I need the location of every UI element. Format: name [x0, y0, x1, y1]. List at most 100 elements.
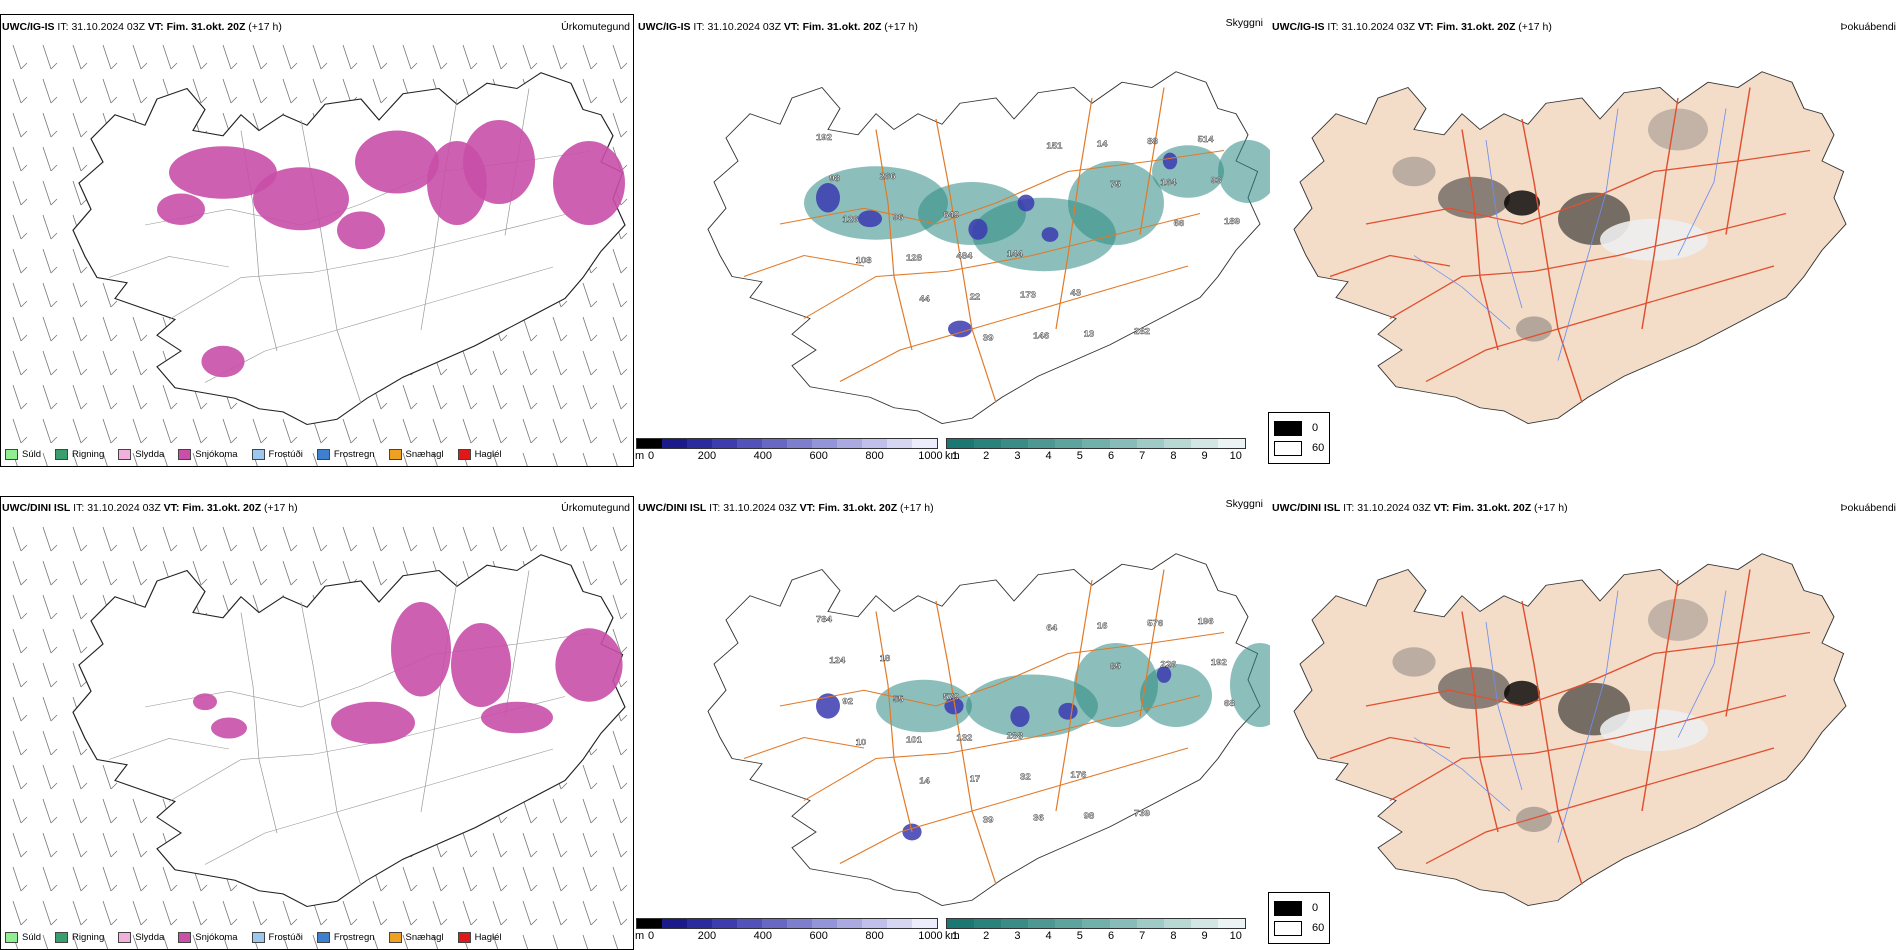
precip-map-2 — [12, 526, 628, 949]
ceiling-label: 132 — [956, 733, 972, 742]
legend-swatch — [5, 449, 18, 460]
fog-area — [1504, 680, 1540, 706]
low-ceiling-area — [1058, 702, 1078, 720]
ceiling-label: 579 — [943, 692, 959, 701]
ceiling-label: 22 — [970, 292, 981, 301]
legend-label: Frostúði — [268, 932, 303, 943]
road-network — [743, 569, 1225, 885]
fog-label: 0 — [1312, 902, 1319, 914]
scale-tick: 0 — [648, 930, 655, 942]
ceiling-label: 43 — [1070, 288, 1081, 297]
fog-label: 60 — [1312, 442, 1325, 454]
header-precip-1: UWC/IG-IS IT: 31.10.2024 03Z VT: Fim. 31… — [2, 21, 282, 33]
legend-label: Frostregn — [333, 932, 375, 943]
ceiling-label: 101 — [906, 735, 922, 744]
ceiling-label: 576 — [1147, 619, 1163, 628]
ceiling-label: 85 — [1110, 662, 1121, 671]
visibility-map-1: 192 266 649 144 43 282 514 98 96 484 173 13 88 93 126 1… — [707, 71, 1270, 424]
header-fog-1: UWC/IG-IS IT: 31.10.2024 03Z VT: Fim. 31… — [1272, 21, 1552, 33]
scale-tick: 10 — [1229, 450, 1242, 462]
scale-tick: 5 — [1076, 930, 1083, 942]
legend-label: Rigning — [72, 932, 105, 943]
ceiling-colorbar — [636, 918, 938, 929]
snow-area — [193, 693, 218, 711]
ceiling-label: 784 — [816, 615, 832, 624]
road-network — [743, 87, 1225, 403]
ceiling-label: 36 — [1033, 813, 1044, 822]
legend-item: Haglél — [457, 449, 502, 460]
low-ceiling-area — [1017, 194, 1035, 212]
visibility-panel-1: 192 266 649 144 43 282 514 98 96 484 173 13 88 93 126 1… — [636, 14, 1270, 467]
ceiling-label: 176 — [1070, 770, 1086, 779]
legend-label: Súld — [22, 932, 42, 943]
scale-tick: 9 — [1201, 930, 1208, 942]
title-fog-2: Þokuábendi — [1840, 502, 1896, 514]
fog-swatch — [1274, 420, 1302, 436]
low-ceiling-area — [858, 210, 882, 228]
ceiling-ticks: 0 200 400 600 800 1000 — [636, 449, 943, 463]
header-precip-2: UWC/DINI ISL IT: 31.10.2024 03Z VT: Fim.… — [2, 502, 298, 514]
ceiling-label: 18 — [880, 653, 891, 662]
fog-area — [1516, 316, 1552, 342]
legend-item: Slydda — [118, 449, 164, 460]
legend-label: Slydda — [135, 932, 165, 943]
ceiling-label: 151 — [1046, 141, 1062, 150]
legend-item: Haglél — [457, 932, 502, 943]
ceiling-label: 13 — [1084, 329, 1095, 338]
low-visibility-area — [966, 674, 1098, 738]
scale-tick: 5 — [1076, 450, 1083, 462]
ceiling-label: 14 — [919, 776, 930, 785]
legend-swatch — [316, 449, 330, 460]
scale-tick: 600 — [809, 450, 828, 462]
fog-swatch — [1274, 900, 1302, 916]
fog-panel-1 — [1272, 14, 1900, 467]
legend-item: Frostregn — [316, 932, 375, 943]
scale-tick: 1000 — [918, 930, 943, 942]
legend-swatch — [251, 932, 265, 943]
fog-legend-item: 0 — [1274, 898, 1324, 918]
legend-swatch — [55, 449, 69, 460]
visibility-colorbar — [946, 438, 1246, 449]
legend-swatch — [388, 932, 402, 943]
low-visibility-area — [804, 166, 948, 240]
legend-item: Rigning — [55, 449, 104, 460]
ceiling-scale-2: 0 200 400 600 800 1000 m — [635, 918, 943, 943]
ceiling-label: 96 — [893, 212, 904, 221]
snow-area — [463, 119, 535, 204]
legend-item: Snjókoma — [178, 449, 238, 460]
precip-panel-1: Súld Rigning Slydda Snjókoma Frostúði Frostre… — [0, 14, 634, 467]
fog-map-2 — [1293, 553, 1847, 906]
snow-area — [553, 141, 625, 225]
ceiling-label: 55 — [893, 694, 904, 703]
legend-swatch — [388, 449, 402, 460]
ceiling-label: 126 — [842, 214, 858, 223]
legend-item: Súld — [5, 932, 41, 943]
ceiling-label: 266 — [880, 171, 896, 180]
low-ceiling-area — [816, 183, 840, 213]
scale-tick: 200 — [697, 930, 717, 942]
scale-tick: 8 — [1170, 450, 1177, 462]
header-fog-2: UWC/DINI ISL IT: 31.10.2024 03Z VT: Fim.… — [1272, 502, 1568, 514]
legend-label: Slydda — [135, 449, 165, 460]
visibility-ticks: 1 2 3 4 5 6 7 8 9 10 — [946, 929, 1246, 943]
ceiling-label: 64 — [1046, 623, 1057, 632]
ceiling-label: 226 — [1160, 660, 1176, 669]
legend-item: Frostúði — [251, 449, 303, 460]
scale-tick: 1 — [951, 450, 959, 462]
fog-indicator — [1392, 598, 1708, 832]
snow-area — [337, 211, 385, 250]
ceiling-label: 196 — [1198, 617, 1214, 626]
ceiling-label: 16 — [1097, 621, 1108, 630]
snow-area — [391, 602, 452, 697]
fog-area — [1392, 647, 1436, 677]
ceiling-label: 649 — [943, 210, 959, 219]
ceiling-unit: m — [635, 450, 645, 462]
ceiling-label: 66 — [1174, 219, 1185, 228]
visibility-unit: km — [945, 930, 960, 942]
precip-map-1 — [12, 44, 628, 466]
visibility-map-2: 784 18 579 238 176 739 196 124 55 132 32 98 576 192 92… — [707, 553, 1270, 906]
legend-swatch — [457, 932, 471, 943]
scale-tick: 8 — [1170, 930, 1177, 942]
fog-label: 0 — [1312, 422, 1319, 434]
fog-panel-2 — [1272, 496, 1900, 950]
